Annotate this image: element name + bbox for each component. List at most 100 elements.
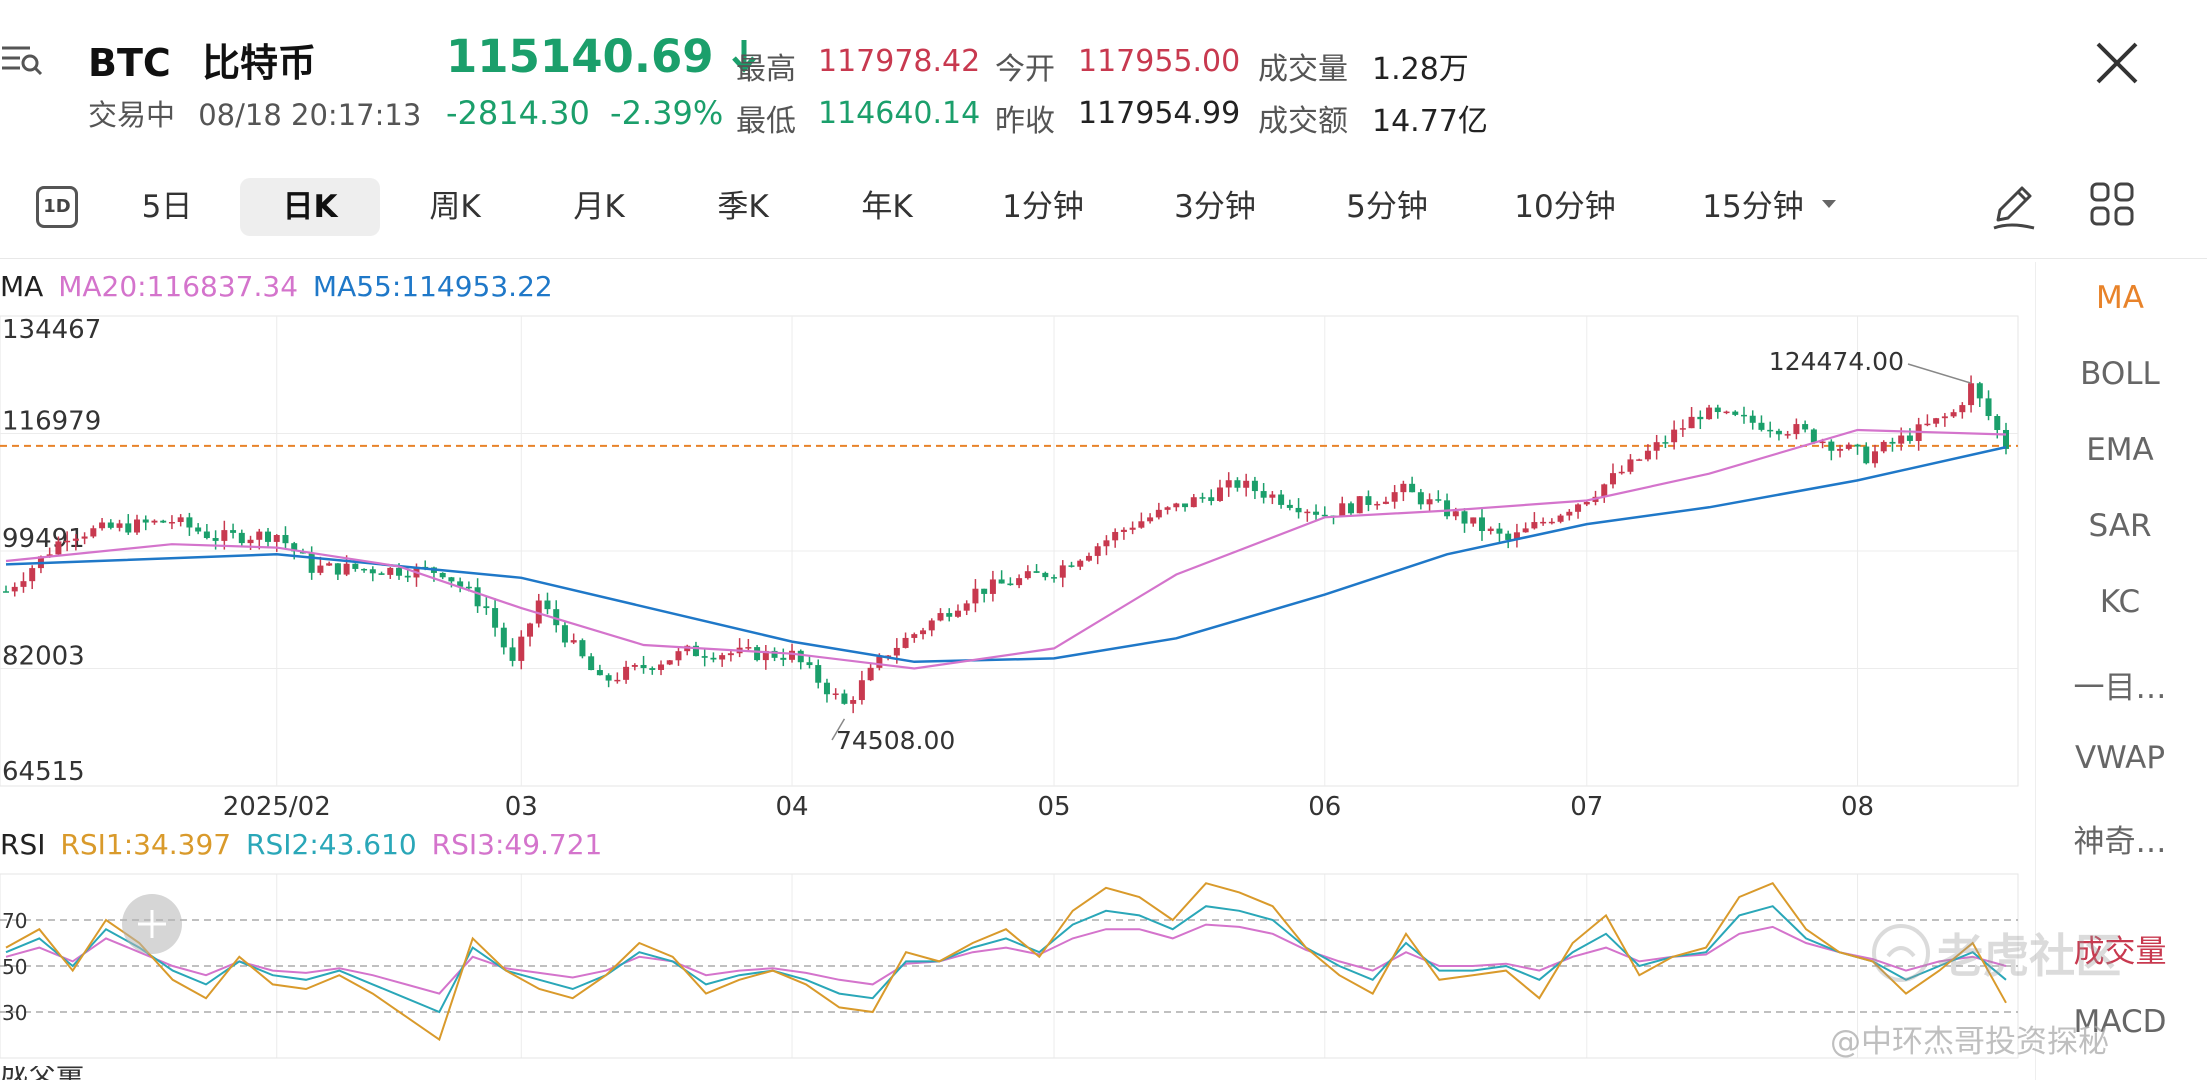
tab-quarterly-k[interactable]: 季K: [717, 189, 769, 225]
indicator-magic[interactable]: 神奇…: [2073, 824, 2167, 860]
indicator-kc[interactable]: KC: [2099, 584, 2141, 620]
candle-body: [1452, 511, 1459, 517]
candle-body: [1863, 446, 1870, 464]
ma-legend: MA MA20:116837.34 MA55:114953.22: [0, 270, 553, 303]
indicator-macd[interactable]: MACD: [2073, 1004, 2167, 1040]
candle-body: [1138, 521, 1145, 528]
candle-body: [230, 530, 237, 533]
rsi-lines: [5, 881, 2007, 1042]
turnover-label: 成交额: [1258, 104, 1348, 139]
main-grid: [0, 315, 2019, 1058]
tab-monthly-k[interactable]: 月K: [573, 189, 625, 225]
candle-body: [1906, 435, 1913, 441]
tab-daily-k[interactable]: 日K: [240, 178, 380, 236]
menu-list-icon[interactable]: [0, 38, 44, 82]
candle-body: [920, 630, 927, 635]
tab-divider: [0, 258, 2207, 259]
candle-body: [448, 577, 455, 582]
candle-body: [1085, 555, 1092, 561]
crosshair-button[interactable]: [122, 894, 182, 954]
candle-body: [378, 573, 385, 575]
symbol: BTC: [88, 41, 171, 85]
candle-body: [439, 572, 446, 578]
indicator-vwap[interactable]: VWAP: [2074, 740, 2166, 776]
extreme-annotations: 124474.00 74508.00: [831, 347, 1972, 755]
candle-body: [876, 656, 883, 668]
y-tick-label: 116979: [2, 407, 101, 437]
tab-3min[interactable]: 3分钟: [1174, 189, 1256, 225]
candle-body: [1321, 514, 1328, 517]
watermark-brand: 老虎社区: [1937, 929, 2122, 983]
candle-body: [1723, 411, 1730, 414]
candle-body: [1522, 528, 1529, 533]
x-tick-label: 05: [1037, 792, 1070, 822]
candle-body: [1417, 492, 1424, 505]
candle-body: [1557, 515, 1564, 522]
indicator-ichimoku[interactable]: 一目…: [2073, 670, 2167, 706]
candle-body: [981, 588, 988, 594]
tab-5day[interactable]: 5日: [141, 189, 193, 225]
candle-body: [946, 613, 953, 617]
candle-body: [195, 527, 202, 532]
candle-body: [1941, 416, 1948, 419]
price-change: -2814.30 -2.39%: [446, 94, 723, 132]
candle-body: [238, 532, 245, 544]
tab-10min[interactable]: 10分钟: [1514, 189, 1616, 225]
candle-body: [754, 647, 761, 661]
grid-layout-icon[interactable]: [2088, 180, 2136, 230]
candle-body: [20, 581, 27, 587]
indicator-sar[interactable]: SAR: [2088, 508, 2152, 544]
tab-1min[interactable]: 1分钟: [1002, 189, 1084, 225]
candle-body: [701, 656, 708, 658]
candle-body: [710, 657, 717, 660]
candle-body: [1609, 473, 1616, 485]
tab-5min[interactable]: 5分钟: [1346, 189, 1428, 225]
draw-pencil-icon[interactable]: [1990, 180, 2038, 232]
candle-body: [1531, 522, 1538, 529]
candle-body: [911, 634, 918, 638]
candle-body: [352, 563, 359, 569]
rsi-tick-label: 70: [2, 909, 27, 933]
candle-body: [465, 586, 472, 589]
candle-body: [1758, 422, 1765, 430]
candle-body: [989, 579, 996, 594]
candle-body: [1950, 412, 1957, 417]
candle-body: [692, 645, 699, 657]
candle-body: [1793, 424, 1800, 435]
low-label: 最低: [736, 104, 796, 139]
indicator-divider: [2035, 262, 2036, 1080]
tab-yearly-k[interactable]: 年K: [861, 189, 913, 225]
close-icon[interactable]: [2094, 40, 2140, 86]
candle-body: [1889, 441, 1896, 444]
candle-body: [282, 535, 289, 544]
candle-body: [1365, 496, 1372, 505]
candle-body: [527, 623, 534, 637]
candle-body: [1662, 442, 1669, 444]
candle-body: [1478, 517, 1485, 532]
candle-body: [1278, 494, 1285, 505]
indicator-volume[interactable]: 成交量: [2073, 934, 2167, 970]
candle-body: [1400, 483, 1407, 493]
rsi-tick-label: 50: [2, 955, 27, 979]
candle-body: [1653, 442, 1660, 451]
tab-15min[interactable]: 15分钟: [1702, 189, 1804, 225]
ma20-line: [5, 428, 2007, 670]
asset-name: 比特币: [202, 41, 317, 85]
indicator-boll[interactable]: BOLL: [2080, 356, 2160, 392]
candle-body: [1051, 577, 1058, 579]
tab-weekly-k[interactable]: 周K: [429, 189, 481, 225]
candle-body: [11, 586, 18, 592]
caret-down-icon[interactable]: [1822, 200, 1836, 208]
candle-body: [649, 668, 656, 670]
main-x-axis: 2025/02 03 04 05 06 07 08: [223, 792, 1874, 822]
candle-body: [963, 603, 970, 611]
candle-body: [1697, 416, 1704, 420]
candle-body: [291, 543, 298, 552]
candle-body: [1749, 415, 1756, 423]
indicator-ma[interactable]: MA: [2096, 280, 2144, 316]
candle-body: [762, 650, 769, 661]
tab-1d[interactable]: 1D: [36, 186, 78, 228]
indicator-ema[interactable]: EMA: [2086, 432, 2154, 468]
candle-body: [1810, 429, 1817, 443]
